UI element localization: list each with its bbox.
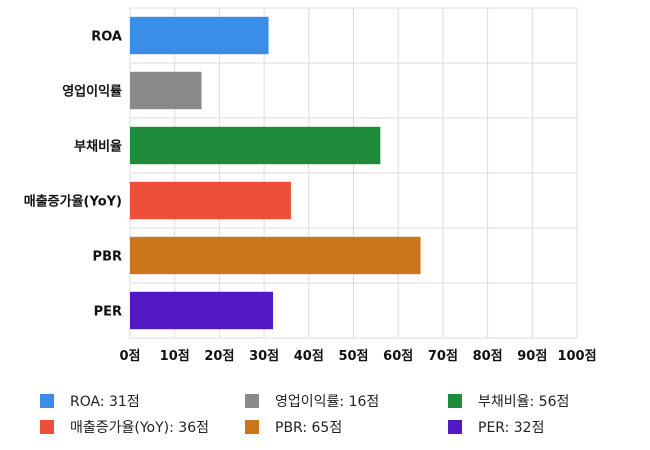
legend-swatch (245, 394, 259, 408)
legend-item: 영업이익률: 16점 (245, 392, 379, 410)
legend-label: 매출증가율(YoY): 36점 (70, 420, 209, 436)
x-tick-label: 50점 (338, 349, 368, 364)
legend-swatch (40, 420, 54, 434)
legend-label: 영업이익률: 16점 (275, 394, 380, 410)
x-tick-label: 90점 (517, 349, 547, 364)
x-tick-label: 60점 (383, 349, 413, 364)
x-tick-label: 40점 (294, 349, 324, 364)
legend-swatch (245, 420, 259, 434)
legend-item: 부채비율: 56점 (448, 392, 569, 410)
legend-swatch (448, 394, 462, 408)
legend-swatch (40, 394, 54, 408)
x-tick-label: 20점 (204, 349, 234, 364)
category-label: 부채비율 (74, 139, 122, 155)
category-label: ROA (91, 30, 122, 45)
legend-label: PER: 32점 (478, 420, 545, 436)
category-label: 영업이익률 (62, 84, 122, 100)
category-label: PER (94, 305, 122, 320)
bar-1 (130, 71, 202, 110)
legend-label: PBR: 65점 (275, 420, 343, 436)
x-tick-label: 10점 (160, 349, 190, 364)
bar-5 (130, 291, 274, 330)
x-tick-label: 0점 (119, 349, 140, 364)
category-label: 매출증가율(YoY) (24, 194, 122, 210)
legend-item: PER: 32점 (448, 418, 544, 436)
bar-4 (130, 236, 421, 275)
legend-item: PBR: 65점 (245, 418, 342, 436)
legend-swatch (448, 420, 462, 434)
legend-label: ROA: 31점 (70, 394, 140, 410)
bar-3 (130, 181, 291, 220)
grid-lines (129, 7, 578, 339)
x-tick-label: 100점 (557, 349, 596, 364)
x-tick-label: 80점 (473, 349, 503, 364)
legend-label: 부채비율: 56점 (478, 394, 570, 410)
legend-item: 매출증가율(YoY): 36점 (40, 418, 209, 436)
bar-0 (130, 16, 269, 55)
category-label: PBR (93, 250, 122, 265)
x-tick-label: 30점 (249, 349, 279, 364)
bar-2 (130, 126, 381, 165)
legend-item: ROA: 31점 (40, 392, 140, 410)
x-tick-label: 70점 (428, 349, 458, 364)
